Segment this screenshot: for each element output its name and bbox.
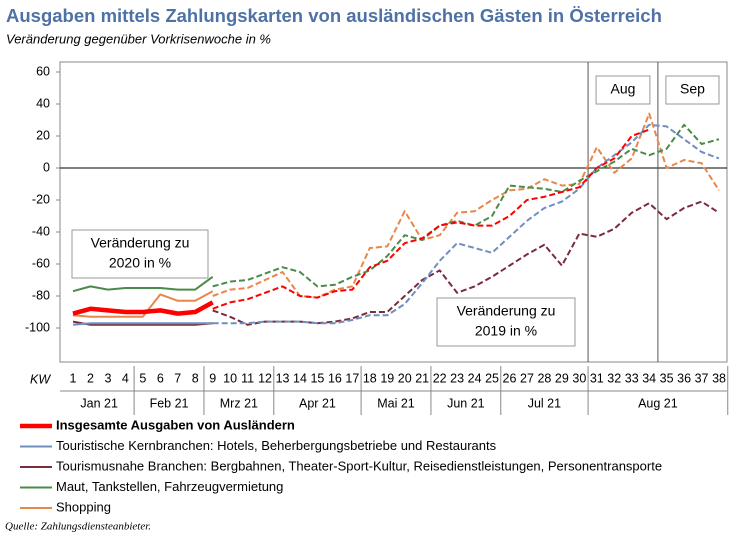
y-tick-label: 40 <box>36 96 50 110</box>
x-tick-label: 38 <box>712 371 726 385</box>
month-label: Feb 21 <box>150 396 189 410</box>
source: Quelle: Zahlungsdiensteanbieter. <box>5 521 151 533</box>
y-tick-label: -40 <box>32 224 50 238</box>
legend-label: Maut, Tankstellen, Fahrzeugvermietung <box>56 479 283 494</box>
x-tick-label: 28 <box>537 371 551 385</box>
x-tick-label: 18 <box>363 371 377 385</box>
legend-label: Tourismusnahe Branchen: Bergbahnen, Thea… <box>56 458 662 473</box>
y-tick-label: 0 <box>43 160 50 174</box>
x-tick-label: 36 <box>677 371 691 385</box>
annotation-box <box>71 229 209 279</box>
x-tick-label: 37 <box>695 371 709 385</box>
x-tick-label: 33 <box>625 371 639 385</box>
x-tick-label: 34 <box>642 371 656 385</box>
x-tick-label: 17 <box>345 371 359 385</box>
x-tick-label: 15 <box>310 371 324 385</box>
series-line <box>212 200 720 326</box>
x-tick-label: 30 <box>572 371 586 385</box>
annotation-box <box>436 297 576 347</box>
x-tick-label: 3 <box>104 371 111 385</box>
y-tick-label: -100 <box>25 320 50 334</box>
month-label: Mai 21 <box>377 396 415 410</box>
month-label: Jan 21 <box>80 396 118 410</box>
month-label: Jun 21 <box>447 396 485 410</box>
legend-label: Touristische Kernbranchen: Hotels, Beher… <box>56 438 497 453</box>
y-tick-label: -60 <box>32 256 50 270</box>
x-tick-label: 14 <box>293 371 307 385</box>
chart-title: Ausgaben mittels Zahlungskarten von ausl… <box>6 5 662 26</box>
series-line <box>212 112 720 299</box>
annotation-text: Veränderung zu <box>457 303 556 319</box>
x-tick-label: 31 <box>590 371 604 385</box>
x-tick-label: 22 <box>433 371 447 385</box>
x-tick-label: 23 <box>450 371 464 385</box>
month-label: Mrz 21 <box>220 396 258 410</box>
series-line <box>72 320 213 326</box>
x-tick-label: 21 <box>415 371 429 385</box>
series-line <box>72 275 214 293</box>
x-tick-label: 4 <box>122 371 129 385</box>
legend-label: Shopping <box>56 499 111 514</box>
annotation-text: Veränderung zu <box>91 235 190 251</box>
x-tick-label: 2 <box>87 371 94 385</box>
x-tick-label: 32 <box>607 371 621 385</box>
month-label: Jul 21 <box>528 396 561 410</box>
month-label: Aug 21 <box>638 396 678 410</box>
period-box <box>665 75 720 105</box>
legend-label: Insgesamte Ausgaben von Ausländern <box>56 417 295 432</box>
x-tick-label: 1 <box>70 371 77 385</box>
x-tick-label: 5 <box>139 371 146 385</box>
y-tick-label: 60 <box>36 64 50 78</box>
month-label: Apr 21 <box>299 396 336 410</box>
x-tick-label: 26 <box>503 371 517 385</box>
series-line <box>212 123 720 288</box>
x-tick-label: 24 <box>468 371 482 385</box>
x-axis-label: KW <box>30 372 51 386</box>
annotation-text: 2019 in % <box>475 323 537 339</box>
annotation-text: 2020 in % <box>109 255 171 271</box>
x-tick-label: 35 <box>660 371 674 385</box>
series-line <box>72 300 214 316</box>
x-tick-label: 8 <box>192 371 199 385</box>
x-tick-label: 13 <box>276 371 290 385</box>
chart-subtitle: Veränderung gegenüber Vorkrisenwoche in … <box>6 31 271 46</box>
x-tick-label: 20 <box>398 371 412 385</box>
x-tick-label: 7 <box>174 371 181 385</box>
x-tick-label: 29 <box>555 371 569 385</box>
x-tick-label: 10 <box>223 371 237 385</box>
x-tick-label: 12 <box>258 371 272 385</box>
series-line <box>212 123 720 325</box>
series-line <box>72 290 214 318</box>
period-box <box>595 75 651 105</box>
y-tick-label: -80 <box>32 288 50 302</box>
plot-frame <box>59 61 728 363</box>
period-label: Sep <box>680 81 705 97</box>
x-tick-label: 16 <box>328 371 342 385</box>
y-tick-label: -20 <box>32 192 50 206</box>
series-line <box>72 322 213 326</box>
x-tick-label: 25 <box>485 371 499 385</box>
y-tick-label: 20 <box>36 128 50 142</box>
x-tick-label: 19 <box>380 371 394 385</box>
x-tick-label: 9 <box>209 371 216 385</box>
x-tick-label: 11 <box>241 371 254 385</box>
x-tick-label: 6 <box>157 371 164 385</box>
x-tick-label: 27 <box>520 371 534 385</box>
series-line <box>212 128 650 310</box>
period-label: Aug <box>611 81 636 97</box>
